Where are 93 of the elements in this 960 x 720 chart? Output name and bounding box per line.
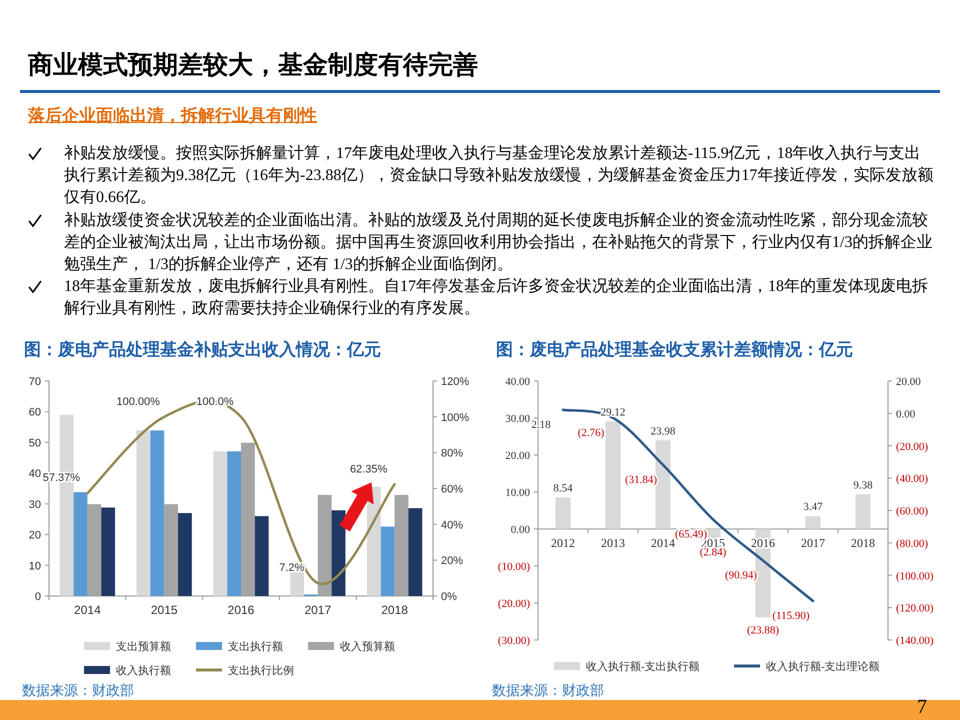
bar <box>806 516 820 529</box>
x-tick-label: 2012 <box>551 536 575 550</box>
text: 补贴发放缓慢。按照实际拆解量计算，17年废电处理收入执行与基金理论发放累计差额达-115.9亿元，18年收入执行与支出执行累计差额为9.38亿元（16年为-23.88亿），资金缺口导致补贴发放缓慢，为缓解基金资金压力17年接近停发，实际发放额仅有0.66亿。 <box>64 144 934 208</box>
data-label: 3.47 <box>803 501 824 514</box>
y2-tick-label: 60% <box>441 484 464 496</box>
y2-tick-label: (20.00) <box>896 440 928 453</box>
y2-tick-label: 120% <box>441 376 470 388</box>
bar <box>856 494 870 529</box>
y2-tick-label: (140.00) <box>896 635 934 647</box>
text: 商业模式预期差较大，基金制度有待完善 <box>28 50 478 81</box>
y2-tick-label: (60.00) <box>896 506 928 518</box>
y-tick-label: 60 <box>28 406 41 419</box>
bar <box>408 508 422 596</box>
y-tick-label: 40.00 <box>505 376 530 388</box>
legend-label: 支出预算额 <box>116 640 171 653</box>
y-tick-label: (10.00) <box>498 561 530 573</box>
x-tick-label: 2018 <box>851 536 875 550</box>
x-tick-label: 2013 <box>601 536 625 550</box>
y2-tick-label: 0.00 <box>896 408 916 420</box>
y2-tick-label: (40.00) <box>896 473 928 486</box>
y2-tick-label: 40% <box>441 519 464 532</box>
y-tick-label: (30.00) <box>498 635 530 647</box>
y-tick-label: 10.00 <box>505 487 530 499</box>
data-label: 100.00% <box>116 396 160 408</box>
y-tick-label: 30 <box>28 498 41 511</box>
text: 7 <box>917 696 927 719</box>
bar <box>254 516 269 596</box>
bar <box>606 421 620 529</box>
data-label: 23.98 <box>650 425 676 438</box>
x-tick-label: 2017 <box>304 603 332 617</box>
y-tick-label: 20 <box>28 530 41 542</box>
legend-label: 支出执行额 <box>228 640 283 653</box>
data-label: 29.12 <box>600 406 626 418</box>
x-tick-label: 2016 <box>751 536 775 550</box>
y2-tick-label: 20% <box>441 555 464 568</box>
bar <box>656 440 670 529</box>
data-label: 62.35% <box>350 463 388 476</box>
y-tick-label: 70 <box>28 376 41 388</box>
data-label: 9.38 <box>853 479 874 492</box>
data-label: 2.18 <box>531 418 552 431</box>
x-tick-label: 2016 <box>228 603 255 617</box>
chart-title: 图：废电产品处理基金收支累计差额情况：亿元 <box>496 339 853 361</box>
legend-label: 收入执行额-支出执行额 <box>586 660 700 673</box>
y2-tick-label: (80.00) <box>896 538 928 550</box>
y-tick-label: 40 <box>28 468 41 480</box>
text: 落后企业面临出清，拆解行业具有刚性 <box>28 105 317 127</box>
data-label: 57.37% <box>42 472 80 484</box>
y2-tick-label: 100% <box>441 412 470 424</box>
bar <box>213 451 228 596</box>
y-tick-label: 50 <box>28 437 41 450</box>
bar <box>74 492 88 596</box>
bar <box>178 513 192 596</box>
legend-label: 收入预算额 <box>340 640 395 653</box>
bar <box>136 430 150 596</box>
legend-label: 收入执行额 <box>116 664 171 677</box>
data-label: 7.2% <box>279 562 305 574</box>
x-tick-label: 2014 <box>74 603 102 617</box>
bar <box>227 451 241 596</box>
data-label: (2.84) <box>700 546 727 559</box>
bar <box>556 497 570 529</box>
data-label: (23.88) <box>746 624 780 636</box>
x-tick-label: 2017 <box>801 536 825 550</box>
bar <box>101 508 116 596</box>
chart-title: 图：废电产品处理基金补贴支出收入情况：亿元 <box>24 339 381 361</box>
y-tick-label: 20.00 <box>505 450 530 462</box>
y2-tick-label: 20.00 <box>896 376 922 388</box>
y-tick-label: 30.00 <box>505 413 530 425</box>
bar <box>380 526 395 596</box>
data-label: 8.54 <box>553 482 574 494</box>
x-tick-label: 2014 <box>651 536 675 550</box>
y-tick-label: 10 <box>28 560 41 572</box>
data-label: (115.90) <box>772 610 810 622</box>
y2-tick-label: (120.00) <box>896 602 934 615</box>
y2-tick-label: (100.00) <box>896 570 934 582</box>
data-label: (90.94) <box>724 570 758 582</box>
y2-tick-label: 0% <box>441 591 458 603</box>
data-label: (65.49) <box>674 528 708 540</box>
y-tick-label: 0 <box>34 591 41 603</box>
legend-label: 收入执行额-支出理论额 <box>766 660 880 673</box>
legend-label: 支出执行比例 <box>228 664 294 677</box>
text: 18年基金重新发放，废电拆解行业具有刚性。自17年停发基金后许多资金状况较差的企业面临出清，18年的重发体现废电拆解行业具有刚性，政府需要扶持企业确保行业的有序发展。 <box>64 276 929 319</box>
source-note: 数据来源：财政部 <box>22 682 134 700</box>
data-label: (31.84) <box>624 474 658 486</box>
y-tick-label: 0.00 <box>510 524 530 536</box>
y2-tick-label: 80% <box>441 448 464 460</box>
source-note: 数据来源：财政部 <box>492 682 604 700</box>
text: 补贴放缓使资金状况较差的企业面临出清。补贴的放缓及兑付周期的延长使废电拆解企业的资金流动性吃紧，部分现金流较差的企业被淘汰出局，让出市场份额。据中国再生资源回收利用协会指出，在补贴拖欠的背景下，行业内仅有1/3的拆解企业勉强生产， 1/3的拆解企业停产，还有 1/3的拆解企业面临倒闭。 <box>64 210 934 275</box>
bar <box>150 430 164 596</box>
x-tick-label: 2018 <box>381 603 408 617</box>
x-tick-label: 2015 <box>150 603 178 617</box>
y-tick-label: (20.00) <box>498 598 530 610</box>
bar <box>332 510 346 596</box>
data-label: (2.76) <box>578 426 605 439</box>
